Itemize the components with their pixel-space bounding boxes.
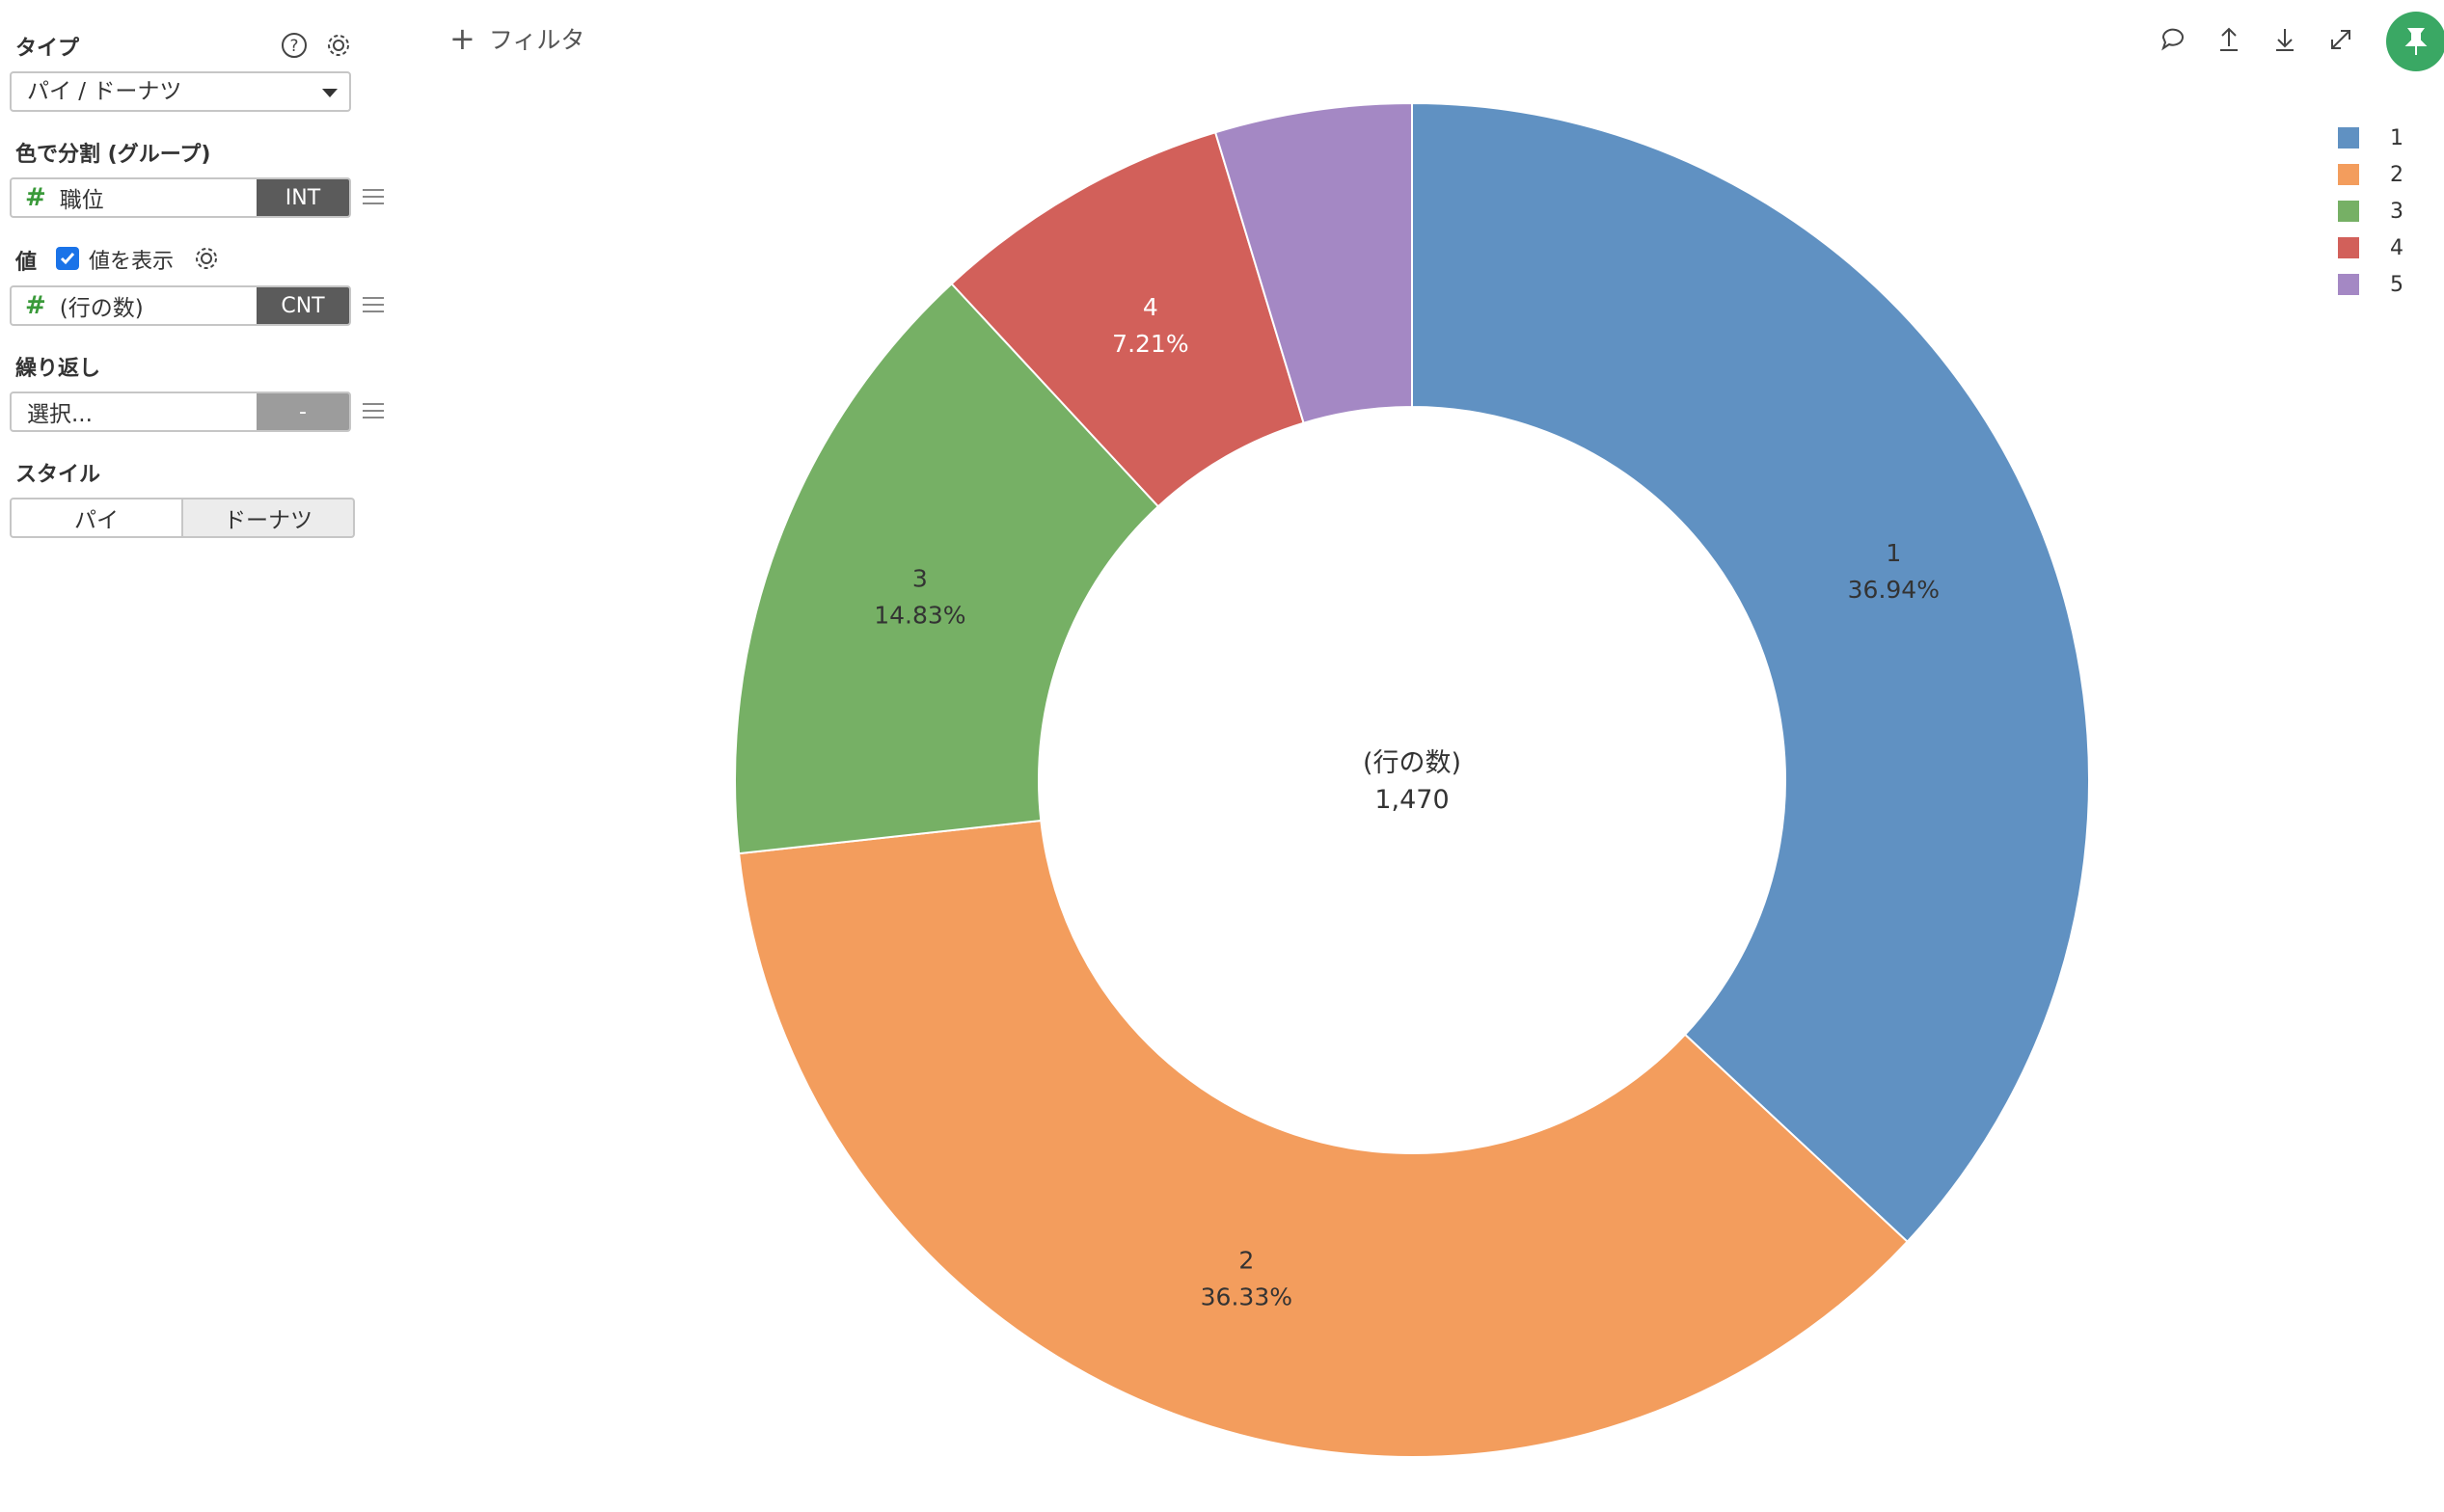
- legend-label: 1: [2390, 125, 2403, 150]
- legend-swatch: [2338, 201, 2359, 222]
- repeat-label: 繰り返し: [15, 357, 101, 381]
- style-label: スタイル: [15, 463, 101, 487]
- slice-label-2: 2: [1238, 1247, 1254, 1275]
- repeat-field-type-button[interactable]: -: [257, 393, 349, 430]
- donut-slice-5[interactable]: [1213, 101, 1413, 424]
- chart-legend: 1 2 3 4 5: [2338, 120, 2403, 303]
- add-filter-button[interactable]: + フィルタ: [449, 21, 584, 56]
- legend-label: 2: [2390, 162, 2403, 187]
- value-field-name[interactable]: # (行の数): [12, 287, 257, 324]
- value-field-label: (行の数): [59, 296, 144, 321]
- legend-swatch: [2338, 274, 2359, 295]
- color-field-type-button[interactable]: INT: [257, 179, 349, 216]
- value-field-aggregate-button[interactable]: CNT: [257, 287, 349, 324]
- legend-swatch: [2338, 127, 2359, 148]
- help-icon[interactable]: ?: [280, 31, 309, 60]
- color-field-name[interactable]: # 職位: [12, 179, 257, 216]
- legend-item-5[interactable]: 5: [2338, 266, 2403, 303]
- comment-icon[interactable]: [2157, 23, 2189, 56]
- legend-item-4[interactable]: 4: [2338, 230, 2403, 266]
- color-split-label: 色で分割 (グループ): [15, 143, 211, 167]
- type-label: タイプ: [15, 37, 80, 61]
- download-icon[interactable]: [2268, 23, 2301, 56]
- value-field-menu-icon[interactable]: [363, 297, 384, 314]
- legend-label: 5: [2390, 272, 2403, 297]
- color-field-label: 職位: [59, 188, 104, 213]
- value-field: # (行の数) CNT: [10, 285, 351, 326]
- center-total-label: (行の数): [1363, 748, 1461, 778]
- repeat-field: 選択... -: [10, 392, 351, 432]
- legend-item-1[interactable]: 1: [2338, 120, 2403, 156]
- legend-swatch: [2338, 237, 2359, 258]
- donut-slice-3[interactable]: [734, 282, 1160, 855]
- show-values-checkbox[interactable]: [56, 247, 79, 270]
- slice-percent-2: 36.33%: [1201, 1283, 1292, 1311]
- legend-swatch: [2338, 164, 2359, 185]
- repeat-field-menu-icon[interactable]: [363, 403, 384, 420]
- style-option-pie[interactable]: パイ: [10, 498, 183, 538]
- pin-icon: [2404, 28, 2428, 55]
- color-field: # 職位 INT: [10, 177, 351, 218]
- svg-text:?: ?: [289, 37, 298, 56]
- center-total-value: 1,470: [1374, 785, 1449, 815]
- slice-label-3: 3: [912, 565, 928, 593]
- filter-label: フィルタ: [488, 26, 585, 54]
- chart-type-value: パイ / ドーナツ: [27, 79, 182, 104]
- settings-panel: タイプ ? パイ / ドーナツ 色で分割 (グループ) # 職位 INT 値 値…: [0, 0, 386, 1512]
- legend-label: 3: [2390, 199, 2403, 224]
- style-toggle: パイ ドーナツ: [10, 498, 355, 538]
- color-field-menu-icon[interactable]: [363, 189, 384, 206]
- repeat-field-select[interactable]: 選択...: [27, 402, 93, 427]
- slice-percent-3: 14.83%: [874, 602, 965, 630]
- legend-item-3[interactable]: 3: [2338, 193, 2403, 230]
- donut-slice-1[interactable]: [1411, 101, 2090, 1244]
- gear-icon[interactable]: [324, 31, 353, 60]
- value-label: 値: [15, 251, 38, 275]
- expand-icon[interactable]: [2324, 23, 2357, 56]
- chart-type-dropdown[interactable]: パイ / ドーナツ: [10, 71, 351, 112]
- slice-label-4: 4: [1143, 293, 1158, 321]
- donut-slice-2[interactable]: [738, 819, 1909, 1458]
- hash-icon: #: [25, 183, 46, 212]
- slice-label-1: 1: [1886, 539, 1901, 567]
- slice-percent-1: 36.94%: [1848, 576, 1940, 604]
- value-gear-icon[interactable]: [192, 244, 221, 273]
- chevron-down-icon: [322, 89, 338, 97]
- pin-button[interactable]: [2386, 12, 2444, 71]
- style-option-donut[interactable]: ドーナツ: [183, 498, 355, 538]
- legend-item-2[interactable]: 2: [2338, 156, 2403, 193]
- slice-percent-4: 7.21%: [1112, 330, 1188, 358]
- legend-label: 4: [2390, 235, 2403, 260]
- show-values-label: 値を表示: [89, 250, 175, 274]
- hash-icon: #: [25, 291, 46, 320]
- upload-icon[interactable]: [2213, 23, 2245, 56]
